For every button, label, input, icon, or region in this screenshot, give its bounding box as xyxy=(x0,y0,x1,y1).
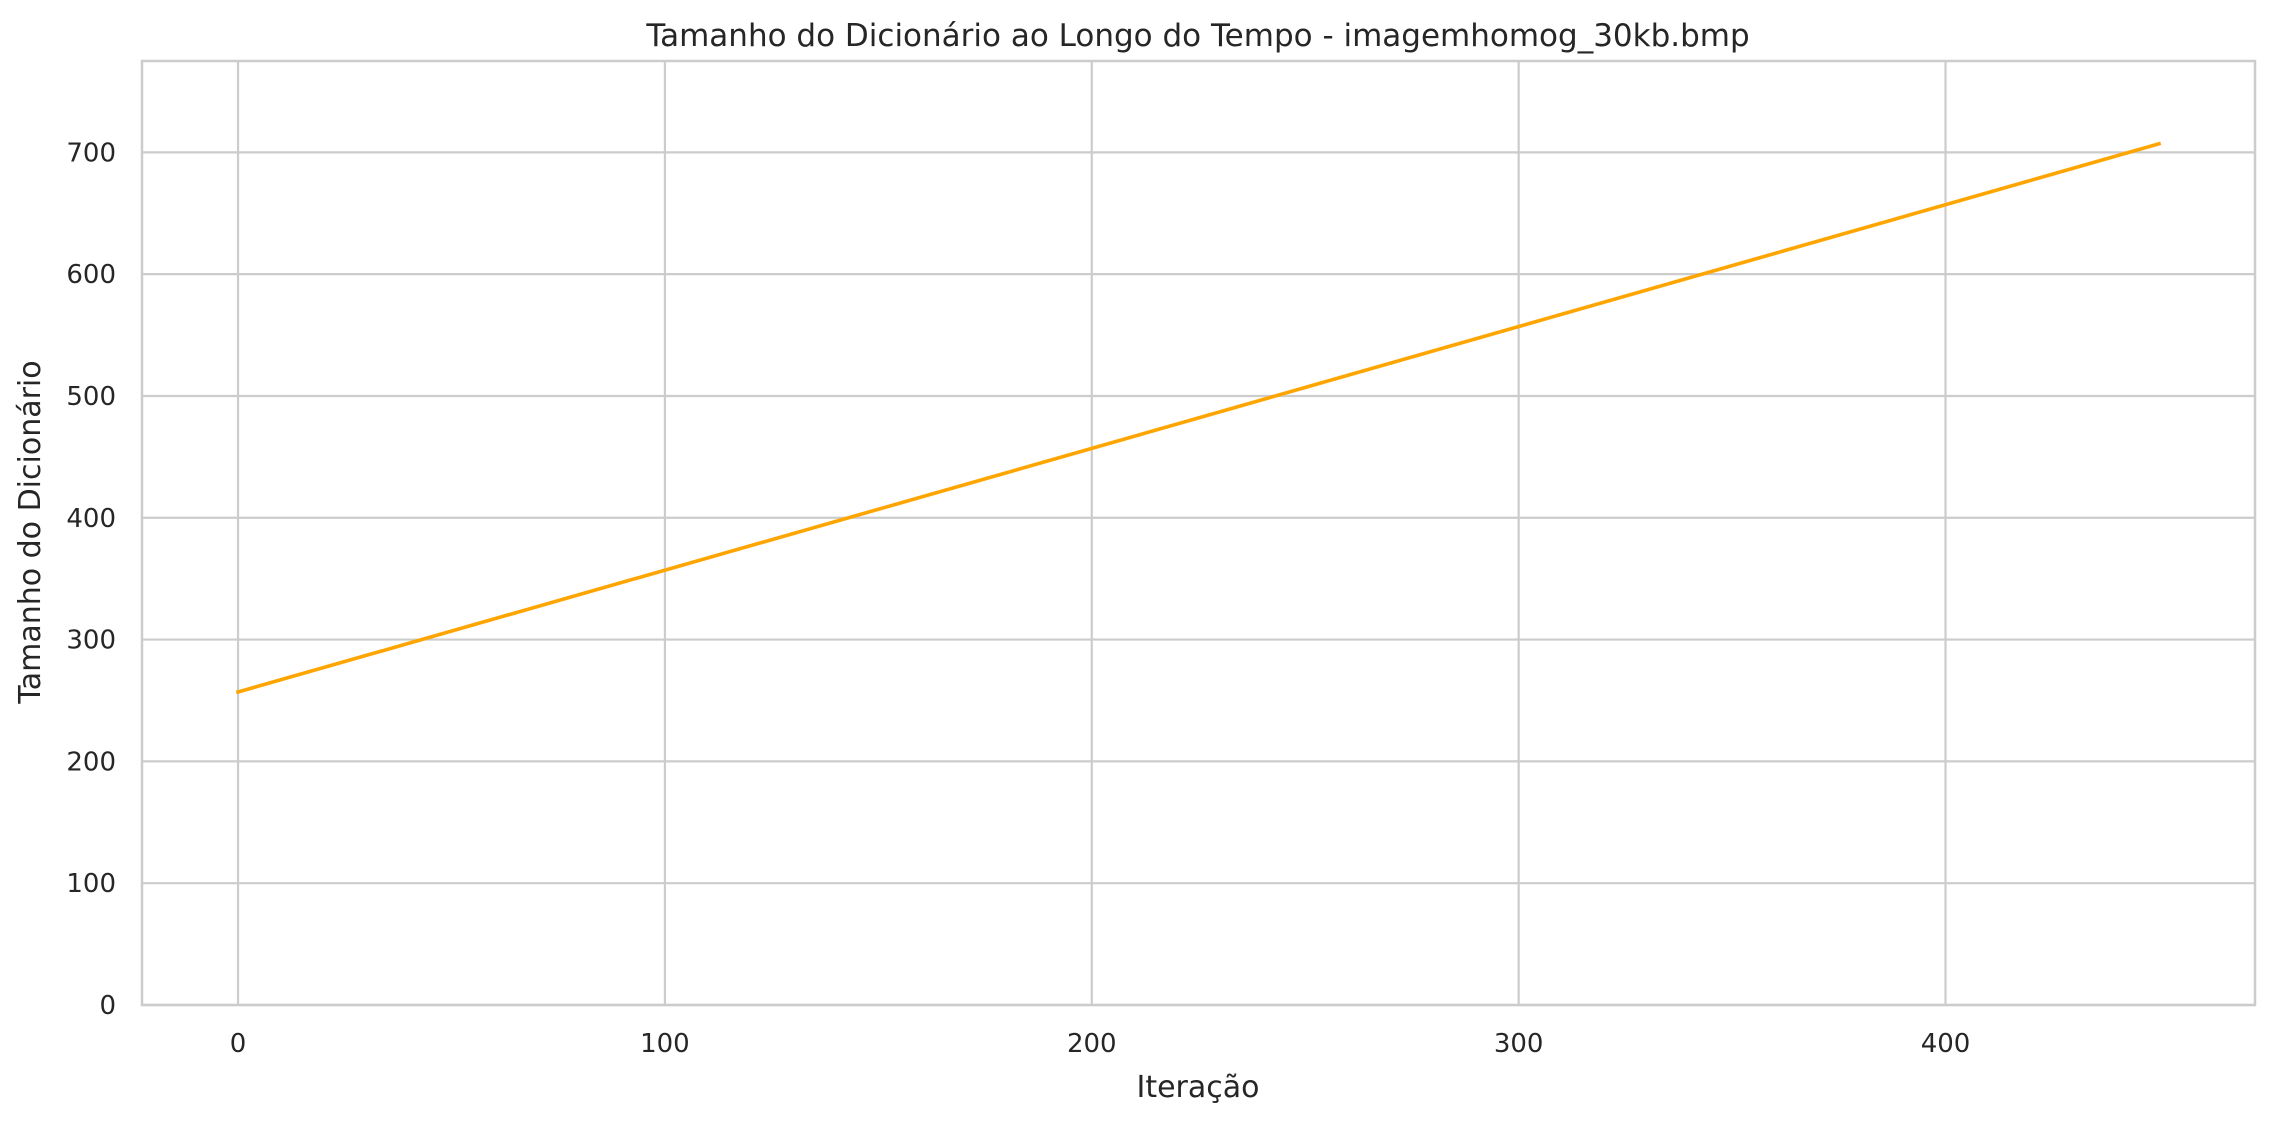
y-axis-label: Tamanho do Dicionário xyxy=(13,360,48,704)
x-tick-label: 0 xyxy=(230,1029,247,1059)
x-tick-label: 200 xyxy=(1067,1029,1117,1059)
x-axis-label: Iteração xyxy=(1136,1070,1259,1105)
x-tick-label: 400 xyxy=(1921,1029,1971,1059)
y-tick-labels: 0 100 200 300 400 500 600 700 xyxy=(66,138,116,1021)
y-tick-label: 0 xyxy=(99,991,116,1021)
y-tick-label: 700 xyxy=(66,138,116,168)
chart-title: Tamanho do Dicionário ao Longo do Tempo … xyxy=(645,18,1749,54)
x-tick-label: 300 xyxy=(1494,1029,1544,1059)
y-tick-label: 200 xyxy=(66,747,116,777)
y-tick-label: 400 xyxy=(66,504,116,534)
plot-area-frame xyxy=(140,59,2257,1007)
y-tick-label: 100 xyxy=(66,869,116,899)
y-tick-label: 600 xyxy=(66,260,116,290)
y-tick-label: 300 xyxy=(66,626,116,656)
x-tick-labels: 0 100 200 300 400 xyxy=(230,1029,1971,1059)
series-line xyxy=(235,141,2162,695)
y-tick-label: 500 xyxy=(66,382,116,412)
x-tick-label: 100 xyxy=(640,1029,690,1059)
series-layer xyxy=(235,141,2162,695)
